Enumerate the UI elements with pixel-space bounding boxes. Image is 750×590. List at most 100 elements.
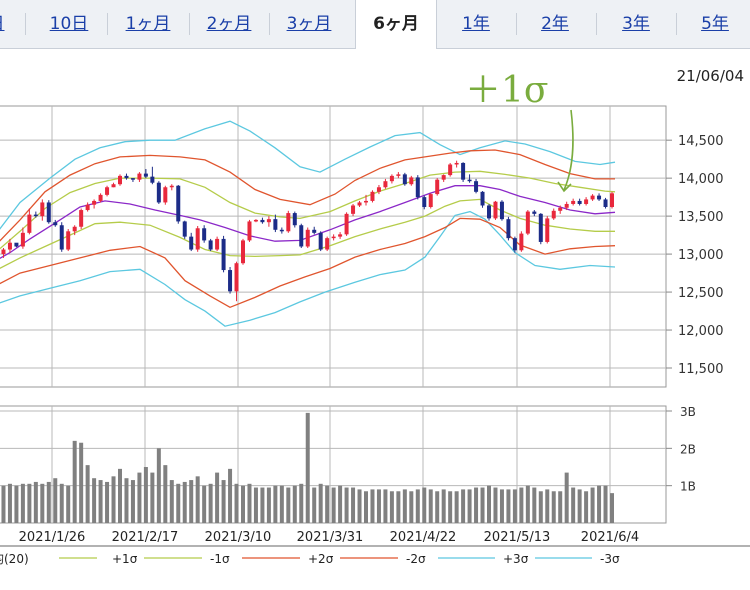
volume-bar: [92, 478, 97, 523]
candle-up: [376, 187, 381, 192]
tab-0[interactable]: 日: [0, 0, 12, 48]
candle-up: [305, 229, 310, 247]
candle-up: [357, 202, 362, 206]
candle-down: [467, 179, 472, 182]
tab-4[interactable]: 3ヶ月: [286, 14, 332, 34]
volume-bar: [603, 485, 608, 523]
volume-bar: [493, 487, 498, 523]
volume-bar: [331, 487, 336, 523]
candle-up: [118, 175, 122, 185]
volume-bar: [532, 487, 537, 523]
volume-bar: [79, 442, 84, 523]
candle-up: [435, 179, 440, 195]
tab-6[interactable]: 1年: [462, 14, 490, 34]
volume-bar: [435, 491, 440, 523]
volume-bar: [221, 480, 226, 523]
volume-bar: [14, 485, 19, 523]
tab-8[interactable]: 3年: [622, 14, 650, 34]
candle-up: [389, 175, 394, 182]
volume-bar: [105, 481, 110, 523]
volume-bar: [461, 489, 466, 523]
volume-bar: [260, 487, 265, 523]
x-tick-label: 2021/3/10: [205, 530, 272, 545]
volume-bar: [292, 485, 297, 523]
candle-down: [221, 238, 226, 271]
tab-5[interactable]: 6ヶ月: [355, 0, 437, 49]
candle-down: [176, 185, 181, 222]
candle-up: [27, 214, 32, 233]
candle-up: [351, 205, 356, 214]
candle-up: [590, 195, 595, 200]
candle-down: [415, 177, 420, 198]
tab-9[interactable]: 5年: [701, 14, 729, 34]
volume-bar: [409, 491, 414, 523]
candle-up: [325, 238, 330, 250]
candle-up: [234, 263, 239, 292]
volume-bar: [85, 465, 90, 523]
volume-bar: [318, 483, 323, 523]
candle-up: [564, 203, 569, 208]
candle-up: [66, 231, 71, 250]
candle-up: [111, 184, 116, 188]
candle-down: [14, 242, 19, 247]
price-tick-label: 14,000: [678, 172, 724, 187]
candle-up: [215, 238, 220, 250]
candle-up: [137, 173, 142, 180]
tab-1[interactable]: 10日: [49, 14, 89, 34]
candle-down: [480, 191, 485, 206]
candle-down: [603, 199, 608, 208]
tab-separator: [106, 13, 108, 35]
x-tick-label: 2021/6/4: [581, 530, 639, 545]
price-chart: 14,500 14,000 13,500 13,000 12,500 12,000 11,5…: [0, 67, 750, 566]
candle-up: [610, 193, 614, 208]
tab-7[interactable]: 2年: [541, 14, 569, 34]
volume-bar: [525, 485, 530, 523]
candle-up: [571, 200, 576, 204]
candle-up: [1, 249, 6, 255]
volume-bar: [422, 487, 427, 523]
volume-bar: [111, 476, 116, 523]
volume-bar: [20, 483, 25, 523]
volume-bar: [564, 472, 569, 523]
volume-bar: [351, 487, 356, 523]
volume-bar: [370, 489, 375, 523]
candle-up: [448, 164, 453, 176]
tab-3[interactable]: 2ヶ月: [206, 14, 252, 34]
candle-up: [266, 219, 271, 223]
volume-bar: [118, 468, 122, 523]
volume-bar: [396, 491, 401, 523]
volume-bar: [266, 487, 271, 523]
volume-bar: [66, 485, 71, 523]
volume-bar: [428, 489, 433, 523]
candle-down: [597, 195, 602, 200]
candle-down: [202, 228, 207, 241]
tab-separator: [269, 13, 270, 35]
candle-up: [338, 234, 343, 237]
tab-2[interactable]: 1ヶ月: [125, 14, 171, 34]
volume-bar: [357, 489, 362, 523]
volume-bar: [1, 485, 6, 523]
candle-down: [53, 222, 58, 226]
candle-up: [364, 200, 368, 203]
volume-bar: [253, 487, 258, 523]
candle-up: [454, 162, 459, 165]
volume-bar: [228, 468, 233, 523]
candle-up: [441, 175, 446, 180]
candle-down: [208, 240, 213, 250]
candle-down: [532, 211, 537, 214]
candle-down: [130, 178, 135, 180]
x-tick-label: 2021/4/22: [390, 530, 457, 545]
price-tick-label: 12,500: [678, 286, 724, 301]
band-line-p1: [0, 170, 616, 250]
volume-bar: [189, 480, 194, 523]
volume-bar: [610, 493, 614, 523]
candle-up: [72, 226, 77, 232]
volume-bar: [279, 485, 284, 523]
volume-bar: [169, 480, 174, 523]
x-tick-label: 2021/3/31: [297, 530, 364, 545]
volume-bar: [364, 491, 368, 523]
candle-down: [506, 219, 511, 239]
volume-bar: [33, 481, 38, 523]
volume-bar: [506, 489, 511, 523]
candle-up: [286, 213, 291, 232]
